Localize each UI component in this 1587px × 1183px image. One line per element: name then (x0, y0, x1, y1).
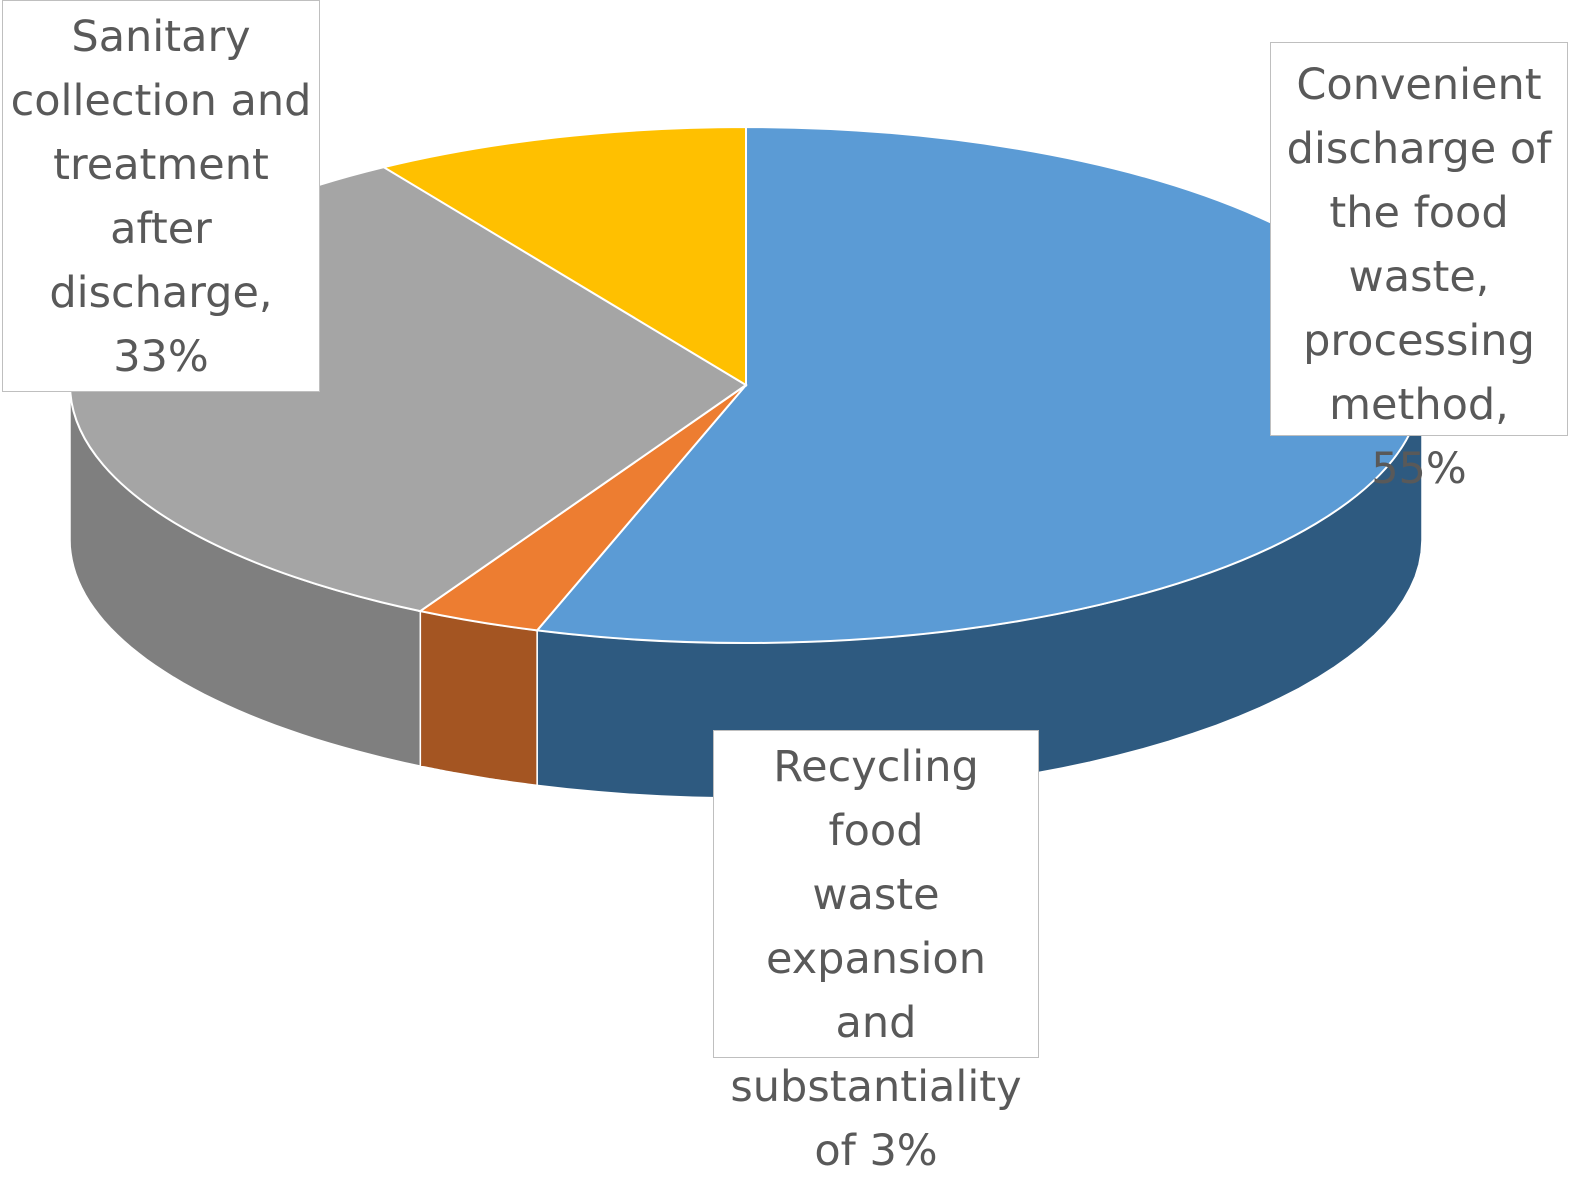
pie-side-recycling-food-waste-expansion-and-subst-1 (419, 610, 538, 787)
data-label-sanitary-collection: Sanitary collection and treatment after … (2, 0, 320, 392)
data-label-convenient-discharge: Convenient discharge of the food waste, … (1270, 42, 1568, 494)
data-label-recycling-food-waste: Recycling food waste expansion and subst… (713, 730, 1039, 1176)
pie-slice-unlabeled-3 (381, 125, 747, 387)
